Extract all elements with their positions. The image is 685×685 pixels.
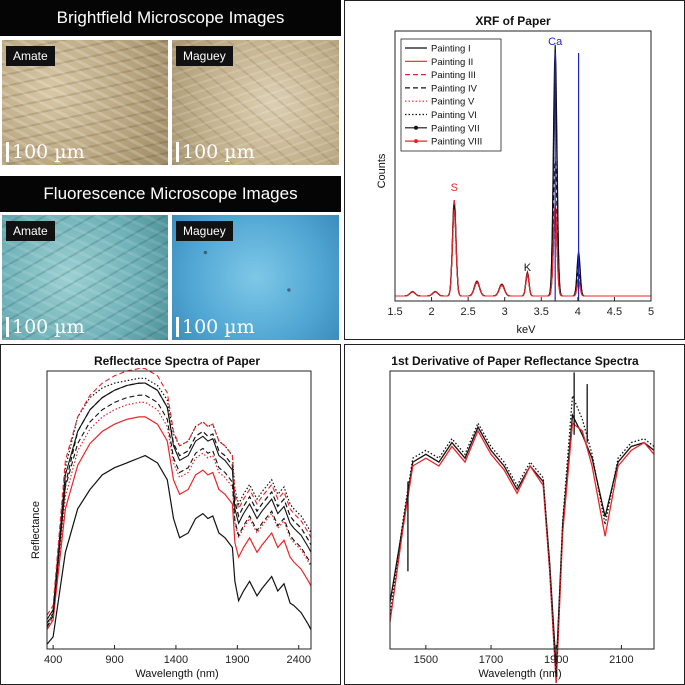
x-axis-label: keV — [517, 324, 537, 336]
x-tick-label: 2400 — [286, 654, 310, 666]
scale-bar: 100 µm — [6, 142, 85, 162]
x-tick-label: 2100 — [609, 654, 633, 666]
reflectance-chart: Reflectance Spectra of Paper 400 900 1400 1… — [30, 354, 312, 680]
scale-bar: 100 µm — [6, 317, 85, 337]
reflectance-series-line — [46, 382, 312, 628]
fluorescence-title: Fluorescence Microscope Images — [0, 176, 341, 212]
legend-entry: Painting II — [431, 57, 473, 68]
legend-entry: Painting V — [431, 97, 475, 108]
fluorescence-amate-image: Amate 100 µm — [2, 215, 168, 340]
x-tick-label: 2.5 — [460, 306, 475, 318]
reflectance-panel: Reflectance Spectra of Paper 400 900 1400 1… — [0, 344, 341, 685]
x-axis-label: Wavelength (nm) — [135, 668, 218, 680]
x-tick-label: 3.5 — [534, 306, 549, 318]
legend-entry: Painting VII — [431, 123, 480, 134]
chart-title: Reflectance Spectra of Paper — [94, 354, 260, 368]
y-axis-label: Counts — [376, 153, 388, 188]
xrf-chart: XRF of Paper S K Ca 1.5 2 2.5 3 3.5 4 4.5 5 Paintin… — [376, 14, 654, 336]
x-tick-label: 4 — [575, 306, 581, 318]
x-tick-label: 1700 — [479, 654, 503, 666]
legend-marker — [414, 125, 418, 130]
derivative-series-line — [389, 412, 655, 669]
x-tick-label: 1400 — [164, 654, 188, 666]
derivative-chart: 1st Derivative of Paper Reflectance Spec… — [389, 354, 655, 683]
xrf-series-line — [395, 214, 651, 297]
xrf-series-line — [395, 204, 651, 297]
scale-bar: 100 µm — [176, 317, 255, 337]
x-tick-label: 3 — [502, 306, 508, 318]
reflectance-series-line — [46, 394, 312, 624]
legend-marker — [414, 139, 418, 144]
chart-title: 1st Derivative of Paper Reflectance Spec… — [391, 354, 639, 368]
element-label: S — [451, 182, 458, 194]
element-label: Ca — [548, 36, 563, 48]
reflectance-series-line — [46, 368, 312, 616]
chart-title: XRF of Paper — [475, 14, 551, 28]
fluorescence-maguey-image: Maguey 100 µm — [172, 215, 339, 340]
brightfield-amate-image: Amate 100 µm — [2, 40, 168, 165]
x-tick-label: 2 — [429, 306, 435, 318]
legend-box — [400, 38, 502, 152]
plot-frame — [389, 370, 655, 650]
plot-frame — [394, 30, 652, 302]
reflectance-series-line — [46, 377, 312, 626]
y-axis-label: Reflectance — [30, 501, 42, 559]
plot-frame — [46, 370, 312, 650]
derivative-panel: 1st Derivative of Paper Reflectance Spec… — [344, 344, 685, 685]
x-axis-label: Wavelength (nm) — [478, 668, 561, 680]
legend-entry: Painting I — [431, 44, 471, 55]
brightfield-title: Brightfield Microscope Images — [0, 0, 341, 36]
legend-entry: Painting III — [431, 70, 476, 81]
reflectance-series-line — [46, 401, 312, 628]
maguey-label: Maguey — [176, 221, 233, 241]
amate-label: Amate — [6, 46, 55, 66]
x-tick-label: 400 — [44, 654, 62, 666]
xrf-series-line — [395, 156, 651, 297]
x-tick-label: 5 — [648, 306, 654, 318]
x-tick-label: 900 — [105, 654, 123, 666]
derivative-series-line — [389, 395, 655, 677]
legend-entry: Painting IV — [431, 83, 478, 94]
x-tick-label: 1.5 — [387, 306, 402, 318]
element-label: K — [524, 262, 532, 274]
x-tick-label: 4.5 — [607, 306, 622, 318]
brightfield-maguey-image: Maguey 100 µm — [172, 40, 339, 165]
microscope-panel: Brightfield Microscope Images Amate 100 … — [0, 0, 341, 340]
x-tick-label: 1900 — [225, 654, 249, 666]
reflectance-series-line — [46, 416, 312, 631]
reflectance-series-line — [46, 454, 312, 645]
x-tick-label: 1900 — [544, 654, 568, 666]
xrf-panel: XRF of Paper S K Ca 1.5 2 2.5 3 3.5 4 4.5 5 Paintin… — [344, 0, 685, 340]
xrf-series-line — [395, 199, 651, 297]
derivative-series-line — [389, 421, 655, 683]
scale-bar: 100 µm — [176, 142, 255, 162]
x-tick-label: 1500 — [414, 654, 438, 666]
amate-label: Amate — [6, 221, 55, 241]
legend-entry: Painting VI — [431, 110, 477, 121]
reflectance-series-line — [46, 382, 312, 620]
legend-entry: Painting VIII — [431, 137, 482, 148]
xrf-series-line — [395, 202, 651, 297]
maguey-label: Maguey — [176, 46, 233, 66]
